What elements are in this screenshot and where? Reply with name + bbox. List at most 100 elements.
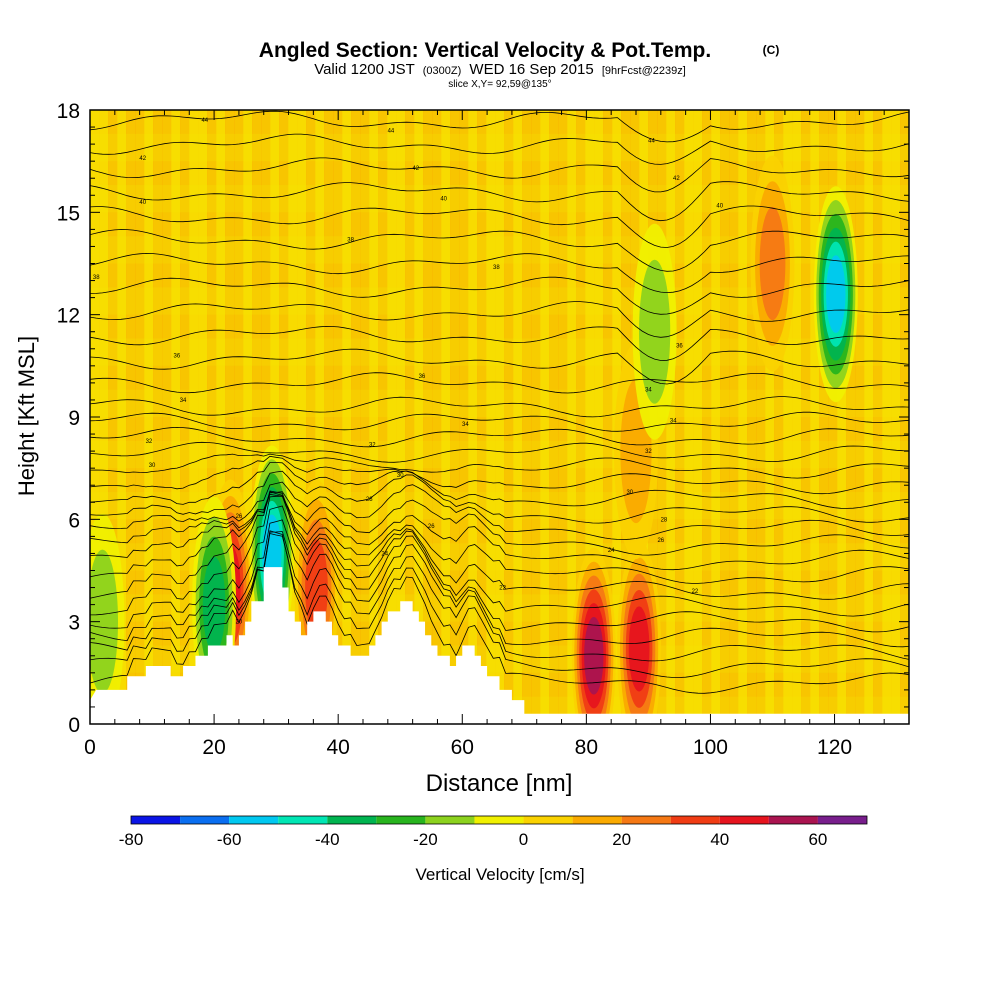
isentrope-line [90, 505, 909, 633]
velocity-band [153, 110, 163, 724]
velocity-band [279, 110, 289, 724]
contour-label: 32 [369, 442, 376, 448]
velocity-band [387, 110, 397, 724]
subtitle-date: WED 16 Sep 2015 [469, 61, 593, 78]
velocity-feature [750, 155, 795, 372]
contour-label: 34 [180, 398, 187, 404]
velocity-band [315, 110, 325, 724]
isentrope-line [90, 110, 909, 143]
contour-label: 34 [670, 418, 677, 424]
isentrope-line [90, 181, 909, 222]
velocity-band [342, 110, 352, 724]
x-tick-label: 120 [817, 736, 852, 759]
isentrope-line [90, 205, 909, 248]
velocity-contour [639, 259, 671, 404]
velocity-layer [90, 389, 909, 417]
contour-label: 22 [499, 586, 506, 592]
plot-area: 44 44 44 42 42 42 40 40 40 38 38 38 36 36 36 34 34 34 34 32… [89, 109, 910, 725]
colorbar-tick-label: -20 [413, 830, 438, 849]
contour-label: 40 [716, 204, 723, 210]
velocity-band [747, 110, 757, 724]
isentrope-line [90, 491, 909, 584]
velocity-band [459, 110, 469, 724]
velocity-band [837, 110, 847, 724]
isentrope-line [90, 531, 909, 662]
velocity-band [99, 110, 109, 724]
colorbar-swatch [523, 816, 573, 824]
velocity-feature [632, 223, 677, 440]
isentrope-line [90, 481, 909, 541]
velocity-band [828, 110, 838, 724]
velocity-band [855, 110, 865, 724]
x-axis-label: Distance [nm] [426, 770, 573, 797]
velocity-band [207, 110, 217, 724]
contour-label: 26 [236, 514, 243, 520]
chart-title: Angled Section: Vertical Velocity & Pot.… [259, 39, 711, 62]
isentrope-line [90, 229, 909, 272]
velocity-band [495, 110, 505, 724]
velocity-contour [584, 617, 604, 695]
contour-label: 30 [626, 490, 633, 496]
velocity-band [189, 110, 199, 724]
colorbar-tick-label: 40 [710, 830, 729, 849]
isentrope-line [90, 533, 909, 678]
contour-labels: 44 44 44 42 42 42 40 40 40 38 38 38 36 36 36 34 34 34 34 32… [93, 118, 724, 625]
velocity-band [774, 110, 784, 724]
velocity-band [234, 110, 244, 724]
contour-label: 30 [397, 473, 404, 479]
y-tick-label: 3 [68, 612, 80, 635]
contour-label: 32 [645, 449, 652, 455]
isentrope-line [90, 372, 909, 394]
colorbar-swatch [327, 816, 377, 824]
x-axis: 0 20 40 60 80 100 120 [84, 110, 910, 759]
isentrope-line [90, 276, 909, 315]
velocity-band [540, 110, 550, 724]
colorbar-frame [130, 815, 868, 825]
contour-label: 38 [93, 275, 100, 281]
velocity-band [720, 110, 730, 724]
isentrope-line [90, 519, 909, 648]
y-axis-label: Height [Kft MSL] [14, 336, 39, 496]
velocity-band [288, 110, 298, 724]
velocity-band [873, 110, 883, 724]
velocity-band [180, 110, 190, 724]
isentrope-line [90, 453, 909, 479]
velocity-layer [90, 133, 909, 162]
colorbar-swatch [229, 816, 279, 824]
colorbar-swatch [572, 816, 622, 824]
velocity-band [360, 110, 370, 724]
colorbar-swatch [180, 816, 230, 824]
velocity-band [558, 110, 568, 724]
velocity-band [711, 110, 721, 724]
colorbar-swatch [670, 816, 720, 824]
velocity-band [756, 110, 766, 724]
y-tick-label: 9 [68, 407, 80, 430]
contour-label: 28 [366, 497, 373, 503]
contour-label: 36 [174, 354, 181, 360]
y-tick-label: 0 [68, 714, 80, 737]
isentrope-line [90, 490, 909, 600]
velocity-band [144, 110, 154, 724]
isentrope-line [90, 133, 909, 165]
velocity-band [468, 110, 478, 724]
velocity-contour [759, 206, 786, 321]
contour-label: 38 [493, 265, 500, 271]
velocity-contour [202, 556, 226, 653]
velocity-band [684, 110, 694, 724]
subtitle-forecast: [9hrFcst@2239z] [602, 65, 686, 77]
colorbar-swatch [376, 816, 426, 824]
velocity-feature [571, 547, 616, 724]
velocity-band [693, 110, 703, 724]
velocity-feature [813, 186, 858, 403]
velocity-band [531, 110, 541, 724]
velocity-band [432, 110, 442, 724]
y-tick-label: 18 [57, 100, 80, 123]
contour-label: 42 [412, 166, 419, 172]
isentrope-line [90, 530, 909, 694]
colorbar-tick-label: 0 [519, 830, 528, 849]
colorbar-label: Vertical Velocity [cm/s] [415, 865, 584, 884]
velocity-band [882, 110, 892, 724]
contour-label: 36 [419, 374, 426, 380]
contour-label: 40 [440, 197, 447, 203]
isentrope-line [90, 396, 909, 418]
